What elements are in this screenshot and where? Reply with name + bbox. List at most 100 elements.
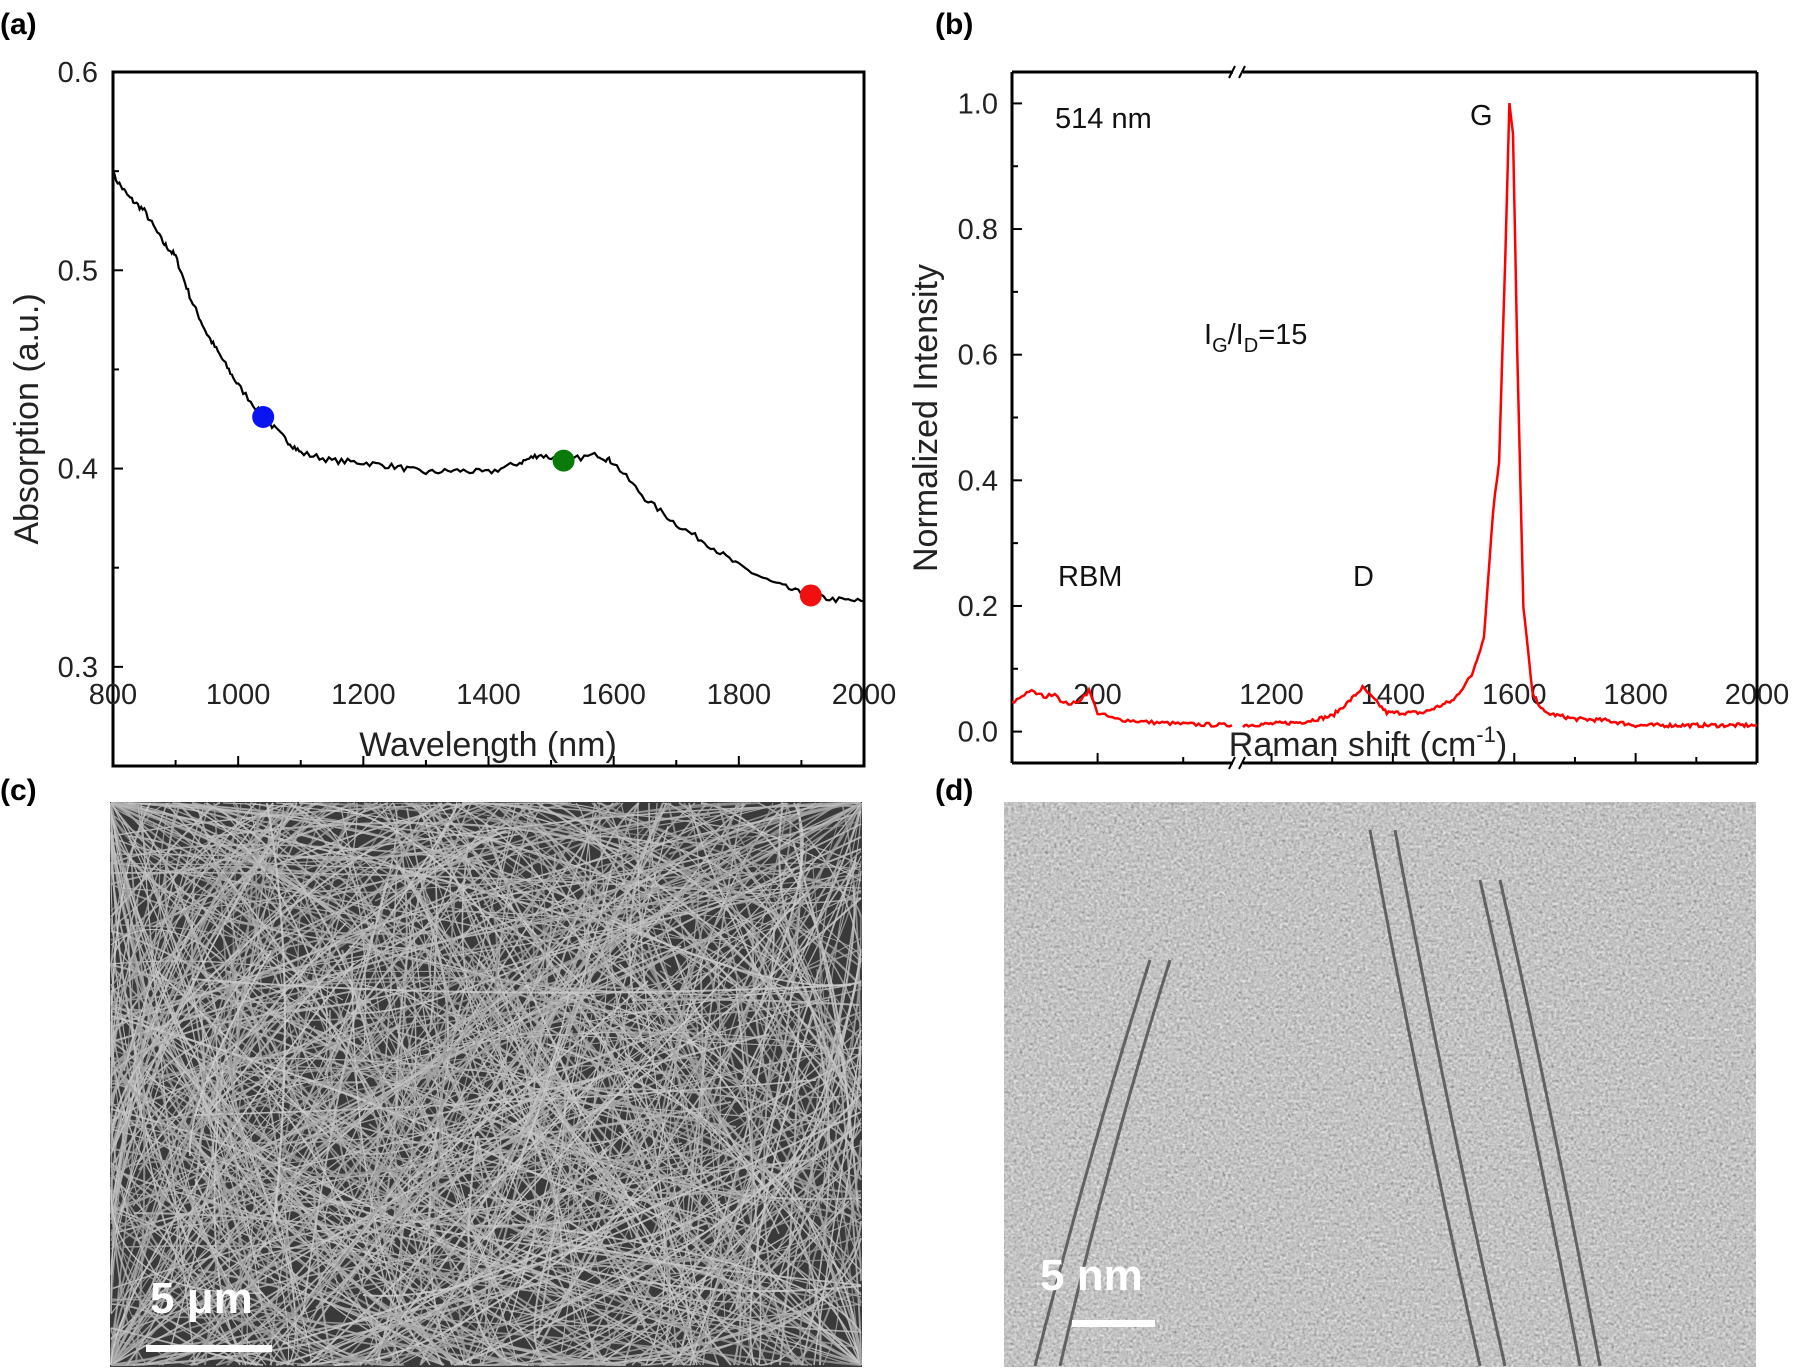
- y-tick-label-b: 0.0: [958, 717, 998, 749]
- nanotube-fibre: [126, 1225, 179, 1366]
- nanotube-fibre: [539, 1193, 862, 1366]
- y-axis-title-b: Normalized Intensity: [907, 264, 945, 572]
- nanotube-fibre: [389, 1084, 846, 1124]
- nanotube-fibre: [223, 1156, 486, 1174]
- nanotube-fibre: [144, 1185, 310, 1285]
- nanotube-fibre: [823, 884, 856, 1085]
- nanotube-fibre: [252, 893, 811, 1153]
- nanotube-fibre: [569, 1122, 862, 1254]
- nanotube-fibre: [205, 802, 374, 1063]
- nanotube-fibre: [688, 802, 841, 1106]
- nanotube-fibre: [110, 1021, 231, 1263]
- plot-frame-a: [111, 70, 866, 768]
- nanotube-fibre: [395, 802, 468, 1113]
- nanotube-fibre: [454, 1093, 862, 1366]
- nanotube-fibre: [294, 1201, 535, 1367]
- panel-label-c: (c): [0, 774, 37, 807]
- nanotube-fibre: [309, 802, 862, 903]
- nanotube-fibre: [110, 1128, 678, 1358]
- nanotube-fibre: [552, 805, 862, 1263]
- nanotube-fibre: [722, 912, 754, 1366]
- nanotube-fibre: [110, 1175, 449, 1213]
- nanotube-fibre: [710, 855, 862, 1138]
- nanotube-fibre: [592, 835, 794, 960]
- nanotube-fibre: [631, 998, 860, 1006]
- nanotube-fibre: [127, 1202, 387, 1366]
- nanotube-fibre: [110, 1001, 372, 1078]
- nanotube-fibre: [691, 979, 862, 1366]
- y-tick-label-b: 0.8: [958, 214, 998, 246]
- nanotube-fibre: [311, 850, 682, 886]
- nanotube-fibre: [581, 802, 855, 912]
- nanotube-fibre: [269, 1037, 424, 1366]
- nanotube-fibre: [436, 890, 456, 1205]
- nanotube-fibre: [672, 950, 862, 1366]
- nanotube-fibre: [577, 936, 803, 1366]
- nanotube-fibre: [291, 802, 761, 880]
- nanotube-fibre: [659, 1136, 846, 1252]
- x-tick-label-b: 1800: [1603, 679, 1668, 711]
- nanotube-fibre: [192, 1079, 817, 1116]
- nanotube-fibre: [621, 1033, 829, 1314]
- nanotube-fibre: [110, 802, 221, 918]
- nanotube-fibre: [265, 802, 287, 1224]
- nanotube-fibre: [689, 856, 857, 1366]
- nanotube-fibre: [429, 1103, 862, 1225]
- scale-bar-c: [146, 1345, 272, 1352]
- nanotube-fibre: [247, 1057, 633, 1099]
- nanotube-fibre: [240, 925, 499, 1157]
- nanotube-fibre: [110, 802, 225, 1230]
- nanotube-fibre: [199, 1092, 290, 1366]
- nanotube-fibre: [577, 1128, 862, 1358]
- nanotube-fibre: [116, 805, 772, 866]
- laser-annotation: 514 nm: [1055, 103, 1152, 135]
- nanotube-fibre: [483, 891, 808, 1241]
- nanotube-fibre: [739, 1052, 862, 1116]
- nanotube-fibre: [110, 802, 334, 1009]
- axis-break-mark: [1228, 756, 1236, 770]
- nanotube-fibre: [123, 802, 257, 1072]
- nanotube-fibre: [110, 1094, 561, 1366]
- sem-image: 5 μm: [110, 802, 862, 1367]
- nanotube-wall: [1478, 879, 1582, 1367]
- nanotube-wall: [1033, 959, 1152, 1367]
- y-tick-label-a: 0.6: [58, 57, 98, 89]
- nanotube-fibre: [628, 802, 774, 1090]
- nanotube-fibre: [509, 1046, 862, 1133]
- nanotube-fibre: [110, 929, 339, 1053]
- nanotube-fibre: [522, 1238, 862, 1366]
- nanotube-fibre: [416, 889, 680, 1079]
- nanotube-fibre: [652, 802, 862, 1006]
- nanotube-fibre: [313, 1144, 433, 1366]
- nanotube-fibre: [622, 1156, 862, 1366]
- nanotube-fibre: [447, 802, 586, 952]
- nanotube-fibre: [172, 802, 499, 840]
- nanotube-fibre: [113, 802, 313, 1366]
- nanotube-fibre: [186, 864, 610, 1364]
- nanotube-fibre: [450, 802, 670, 1149]
- nanotube-fibre: [446, 808, 862, 1008]
- rbm-label: RBM: [1058, 561, 1122, 593]
- nanotube-fibre: [377, 802, 458, 935]
- nanotube-fibre: [558, 933, 739, 1366]
- nanotube-fibre: [392, 1216, 497, 1366]
- nanotube-fibre: [522, 802, 643, 990]
- nanotube-fibre: [110, 879, 467, 1315]
- nanotube-fibre: [763, 1059, 798, 1366]
- nanotube-fibre: [639, 862, 852, 896]
- marker-point: [252, 406, 275, 429]
- nanotube-fibre: [467, 811, 862, 839]
- nanotube-fibre: [335, 807, 831, 940]
- nanotube-fibre: [456, 1015, 703, 1106]
- scale-bar-label-c: 5 μm: [150, 1274, 253, 1323]
- nanotube-fibre: [270, 1167, 298, 1366]
- nanotube-fibre: [401, 1003, 569, 1116]
- nanotube-fibre: [588, 998, 697, 1274]
- nanotube-fibre: [498, 1093, 862, 1225]
- nanotube-fibre: [258, 829, 485, 1167]
- panel-label-a: (a): [0, 8, 37, 41]
- x-tick-label-a: 1800: [707, 679, 772, 711]
- y-tick-label-b: 1.0: [958, 88, 998, 120]
- tem-image: 5 nm: [1004, 802, 1756, 1367]
- nanotube-fibre: [274, 1160, 570, 1366]
